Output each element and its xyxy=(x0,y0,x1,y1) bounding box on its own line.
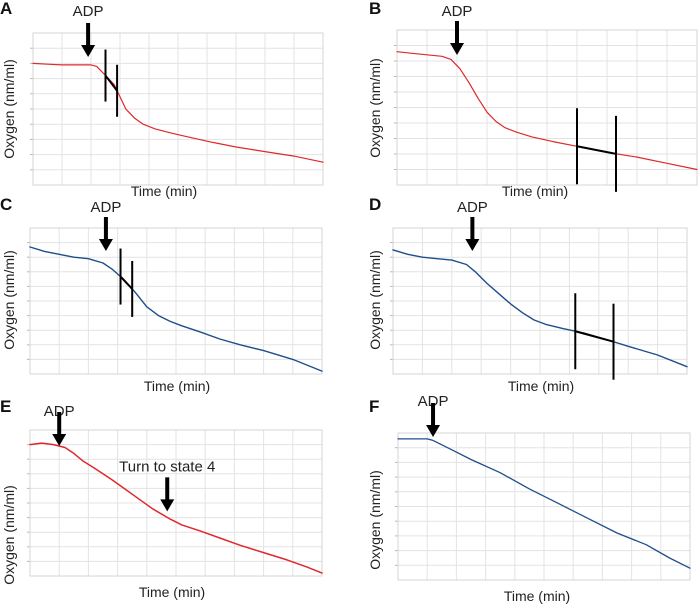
rate-slope-line-a xyxy=(104,74,118,92)
adp-arrow-head-e xyxy=(52,434,67,446)
plot-frame-d xyxy=(392,227,688,375)
state4-arrow-head-e xyxy=(160,499,175,512)
oxygen-trace-a xyxy=(32,62,324,163)
x-axis-label-f: Time (min) xyxy=(504,588,570,604)
x-axis-label-b: Time (min) xyxy=(502,183,568,199)
x-axis-label-d: Time (min) xyxy=(508,378,574,394)
gridlines-e xyxy=(27,429,323,577)
adp-arrow-head-d xyxy=(465,239,480,251)
rate-slope-line-c xyxy=(119,275,133,290)
panel-d: D Oxygen (nm/ml) Time (min) ADP xyxy=(367,195,688,394)
oxygen-trace-e xyxy=(29,442,323,574)
oxygen-trace-f xyxy=(397,438,691,569)
gridlines-f xyxy=(395,432,691,581)
panel-label-e: E xyxy=(0,397,11,416)
adp-label-e: ADP xyxy=(44,403,75,420)
panel-c: C Oxygen (nm/ml) Time (min) ADP xyxy=(0,195,323,394)
gridlines-a xyxy=(30,32,324,186)
panel-f: F Oxygen (nm/ml) Time (min) ADP xyxy=(367,393,691,604)
plot-frame-f xyxy=(397,432,691,581)
adp-arrow-head-b xyxy=(450,43,464,55)
gridlines-d xyxy=(390,227,688,375)
panel-e: E Oxygen (nm/ml) Time (min) ADP Turn to s… xyxy=(0,397,323,600)
x-axis-label-e: Time (min) xyxy=(139,584,205,600)
plot-frame-b xyxy=(396,29,698,186)
plot-frame-e xyxy=(29,429,323,577)
y-axis-label-c: Oxygen (nm/ml) xyxy=(1,250,17,350)
adp-label-d: ADP xyxy=(457,199,488,216)
panel-label-f: F xyxy=(369,397,379,416)
gridlines-c xyxy=(27,227,323,375)
plot-frame-c xyxy=(29,227,323,375)
adp-arrow-head-c xyxy=(98,239,113,251)
y-axis-label-a: Oxygen (nm/ml) xyxy=(1,59,17,159)
adp-label-a: ADP xyxy=(73,3,104,20)
y-axis-label-d: Oxygen (nm/ml) xyxy=(367,250,383,350)
rate-slope-line-b xyxy=(576,145,617,155)
plot-frame-a xyxy=(32,32,324,186)
panel-a: A Oxygen (nm/ml) Time (min) ADP xyxy=(0,0,324,199)
panel-b: B Oxygen (nm/ml) Time (min) ADP xyxy=(367,0,698,199)
panel-label-c: C xyxy=(0,195,12,214)
y-axis-label-e: Oxygen (nm/ml) xyxy=(1,485,17,585)
adp-label-c: ADP xyxy=(90,199,121,216)
adp-label-f: ADP xyxy=(418,393,449,410)
adp-label-b: ADP xyxy=(442,3,473,20)
x-axis-label-a: Time (min) xyxy=(131,183,197,199)
rate-slope-line-d xyxy=(575,330,614,343)
gridlines-b xyxy=(394,29,698,186)
panel-label-b: B xyxy=(369,0,381,18)
y-axis-label-b: Oxygen (nm/ml) xyxy=(367,58,383,158)
y-axis-label-f: Oxygen (nm/ml) xyxy=(367,470,383,570)
panel-label-d: D xyxy=(369,195,381,214)
x-axis-label-c: Time (min) xyxy=(144,378,210,394)
panel-label-a: A xyxy=(0,0,12,18)
state4-label-e: Turn to state 4 xyxy=(119,458,215,475)
oxygen-trace-c xyxy=(29,246,323,372)
adp-arrow-head-a xyxy=(81,45,96,57)
adp-arrow-head-f xyxy=(426,425,441,437)
